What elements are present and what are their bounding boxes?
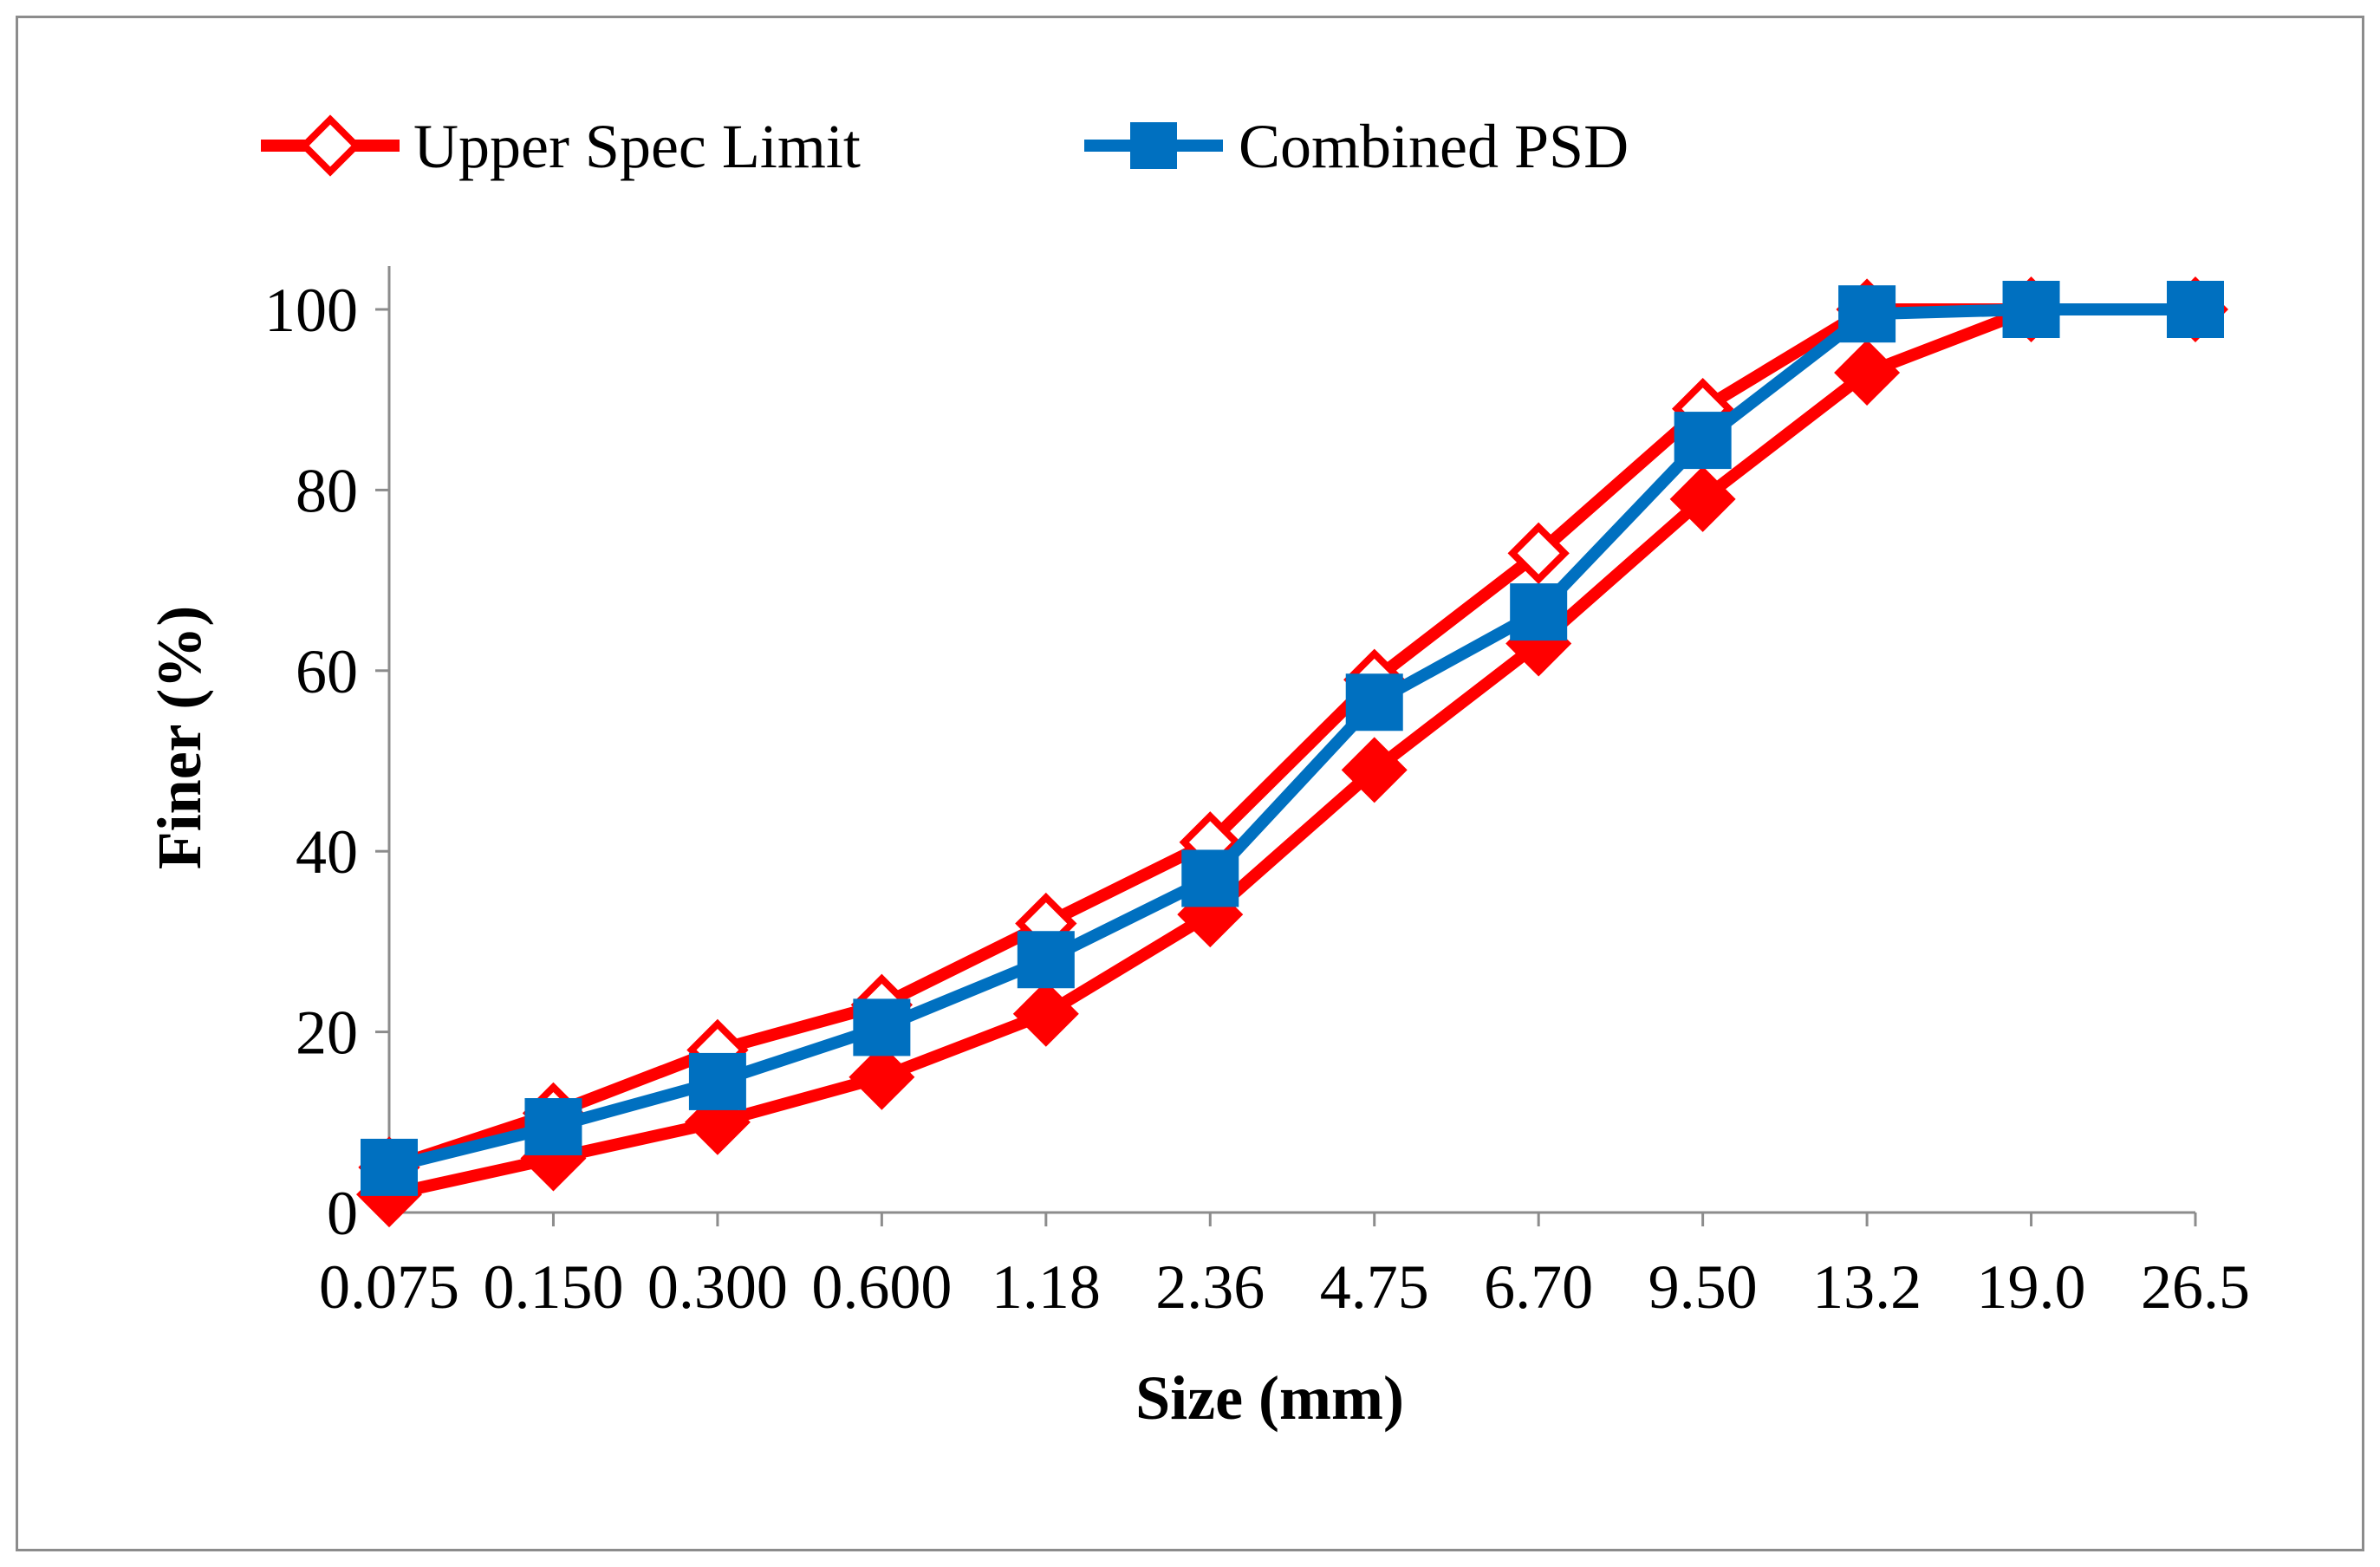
data-point-combined-psd: [1674, 412, 1732, 470]
legend-item-upper-spec: Upper Spec Limit: [261, 112, 861, 181]
data-point-combined-psd: [524, 1098, 582, 1156]
axes: 0 20 40 60 80 100 0.075 0.150 0.300 0.600 1.18 2.3…: [264, 266, 2250, 1322]
data-point-combined-psd: [361, 1138, 418, 1196]
series-upper-spec-limit: [358, 278, 2227, 1199]
data-point-combined-psd: [1181, 849, 1239, 907]
x-tick-label: 0.150: [483, 1252, 623, 1322]
data-point-lower-spec-limit: [1012, 980, 1079, 1047]
y-tick-label: 40: [296, 817, 358, 887]
data-point-lower-spec-limit: [1834, 339, 1901, 406]
data-point-lower-spec-limit: [1669, 465, 1736, 532]
x-tick-label: 13.2: [1812, 1252, 1922, 1322]
data-point-combined-psd: [688, 1052, 746, 1110]
data-point-upper-spec-limit: [1507, 522, 1570, 584]
data-point-combined-psd: [853, 998, 911, 1057]
x-tick-label: 26.5: [2141, 1252, 2250, 1322]
x-tick-label: 9.50: [1648, 1252, 1758, 1322]
series-layer: [356, 276, 2228, 1228]
y-ticks: 0 20 40 60 80 100: [264, 276, 389, 1248]
x-tick-label: 0.600: [811, 1252, 952, 1322]
x-tick-label: 2.36: [1155, 1252, 1265, 1322]
y-tick-label: 100: [264, 276, 358, 345]
data-point-lower-spec-limit: [849, 1044, 915, 1110]
data-point-combined-psd: [1345, 673, 1403, 731]
y-axis-title: Finer (%): [145, 606, 214, 870]
series-combined-psd: [361, 281, 2224, 1196]
x-tick-label: 6.70: [1484, 1252, 1593, 1322]
y-tick-label: 0: [327, 1179, 358, 1248]
y-tick-label: 60: [296, 637, 358, 706]
legend-marker-combined-psd: [1130, 122, 1177, 169]
x-axis-title: Size (mm): [1135, 1363, 1404, 1433]
legend-item-combined-psd: Combined PSD: [1084, 112, 1629, 181]
chart-svg: Upper Spec Limit Combined PSD 0 20 40 60 80 1…: [145, 112, 2250, 1433]
data-point-combined-psd: [1510, 583, 1568, 641]
data-point-lower-spec-limit: [1341, 737, 1408, 803]
x-tick-label: 4.75: [1320, 1252, 1429, 1322]
x-tick-label: 0.075: [319, 1252, 459, 1322]
y-tick-label: 80: [296, 456, 358, 525]
series-line-combined-psd: [387, 303, 2195, 1174]
y-tick-label: 20: [296, 998, 358, 1068]
x-tick-label: 19.0: [1977, 1252, 2086, 1322]
series-line-lower-spec-limit: [387, 303, 2195, 1200]
legend-label-combined-psd: Combined PSD: [1239, 112, 1629, 181]
data-point-combined-psd: [1838, 285, 1896, 343]
x-tick-label: 0.300: [647, 1252, 788, 1322]
chart-frame: Upper Spec Limit Combined PSD 0 20 40 60 80 1…: [16, 16, 2364, 1551]
series-line-upper-spec-limit: [387, 303, 2195, 1174]
data-point-combined-psd: [2002, 281, 2060, 338]
data-point-combined-psd: [1017, 931, 1075, 989]
legend: Upper Spec Limit Combined PSD: [261, 112, 1629, 181]
data-point-combined-psd: [2167, 281, 2224, 338]
x-ticks: 0.075 0.150 0.300 0.600 1.18 2.36 4.75 6.70 9.50…: [319, 1213, 2250, 1322]
x-tick-label: 1.18: [992, 1252, 1101, 1322]
legend-label-upper-spec: Upper Spec Limit: [413, 112, 861, 181]
legend-marker-upper-spec: [299, 114, 361, 177]
